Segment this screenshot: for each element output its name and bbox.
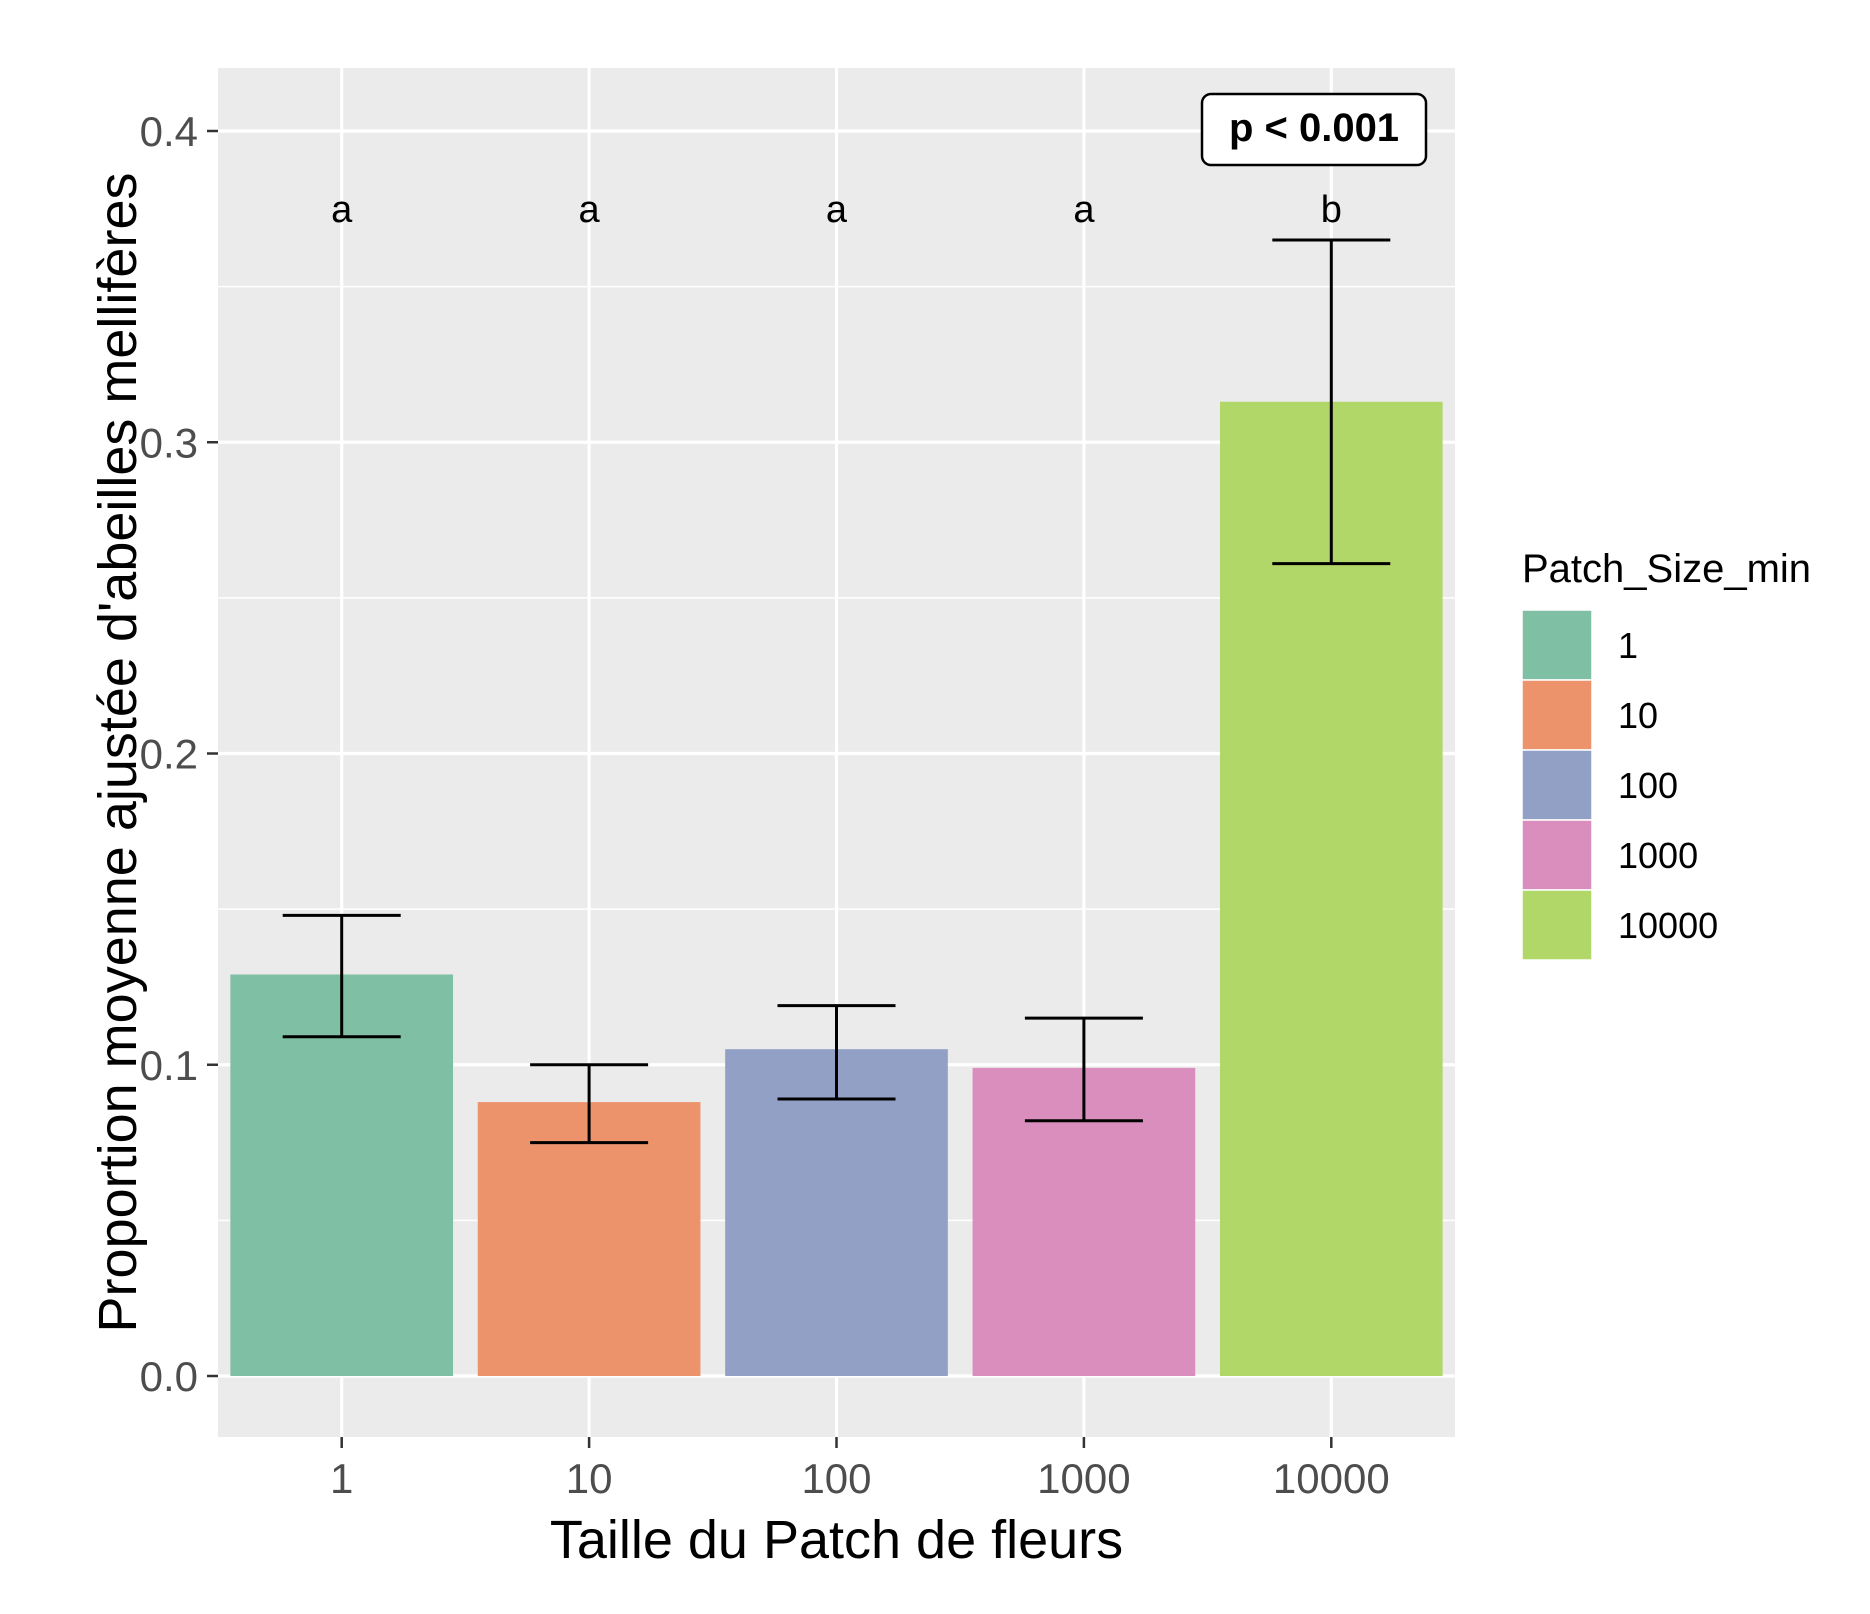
p-value-label: p < 0.001 bbox=[1229, 106, 1399, 150]
legend-label: 10 bbox=[1618, 695, 1658, 736]
legend-label: 1000 bbox=[1618, 835, 1698, 876]
bar-10 bbox=[477, 1102, 701, 1376]
y-axis-title: Proportion moyenne ajustée d'abeilles me… bbox=[88, 173, 148, 1333]
p-value-box bbox=[1200, 92, 1428, 167]
x-tick-label: 1000 bbox=[1037, 1455, 1130, 1502]
legend: Patch_Size_min 1 10 100 1000 10000 bbox=[1521, 547, 1811, 961]
x-tick-label: 10000 bbox=[1273, 1455, 1390, 1502]
legend-key-10000 bbox=[1521, 889, 1593, 961]
y-axis: 0.0 0.1 0.2 0.3 0.4 bbox=[140, 108, 218, 1400]
y-tick-label: 0.3 bbox=[140, 419, 198, 466]
y-tick-label: 0.0 bbox=[140, 1353, 198, 1400]
significance-letter: a bbox=[826, 189, 848, 231]
legend-label: 10000 bbox=[1618, 905, 1718, 946]
x-axis: 1 10 100 1000 10000 bbox=[330, 1437, 1390, 1502]
x-tick-label: 100 bbox=[801, 1455, 871, 1502]
legend-key-1000 bbox=[1521, 819, 1593, 891]
legend-label: 1 bbox=[1618, 625, 1638, 666]
legend-title: Patch_Size_min bbox=[1522, 547, 1811, 591]
legend-key-10 bbox=[1521, 679, 1593, 751]
x-axis-title: Taille du Patch de fleurs bbox=[550, 1510, 1123, 1570]
y-tick-label: 0.2 bbox=[140, 731, 198, 778]
bar-100 bbox=[725, 1049, 948, 1376]
legend-label: 100 bbox=[1618, 765, 1678, 806]
significance-letter: a bbox=[331, 189, 353, 231]
x-tick-label: 1 bbox=[330, 1455, 353, 1502]
legend-key-100 bbox=[1521, 749, 1593, 821]
error-bars bbox=[282, 238, 1391, 1145]
significance-letter: a bbox=[1073, 189, 1095, 231]
p-value-annotation: p < 0.001 bbox=[1200, 92, 1428, 167]
x-tick-label: 10 bbox=[566, 1455, 613, 1502]
significance-letter: a bbox=[579, 189, 601, 231]
significance-letter: b bbox=[1321, 189, 1342, 231]
y-tick-label: 0.1 bbox=[140, 1042, 198, 1089]
bar-1 bbox=[230, 974, 454, 1376]
legend-key-1 bbox=[1521, 609, 1593, 681]
y-tick-label: 0.4 bbox=[140, 108, 198, 155]
